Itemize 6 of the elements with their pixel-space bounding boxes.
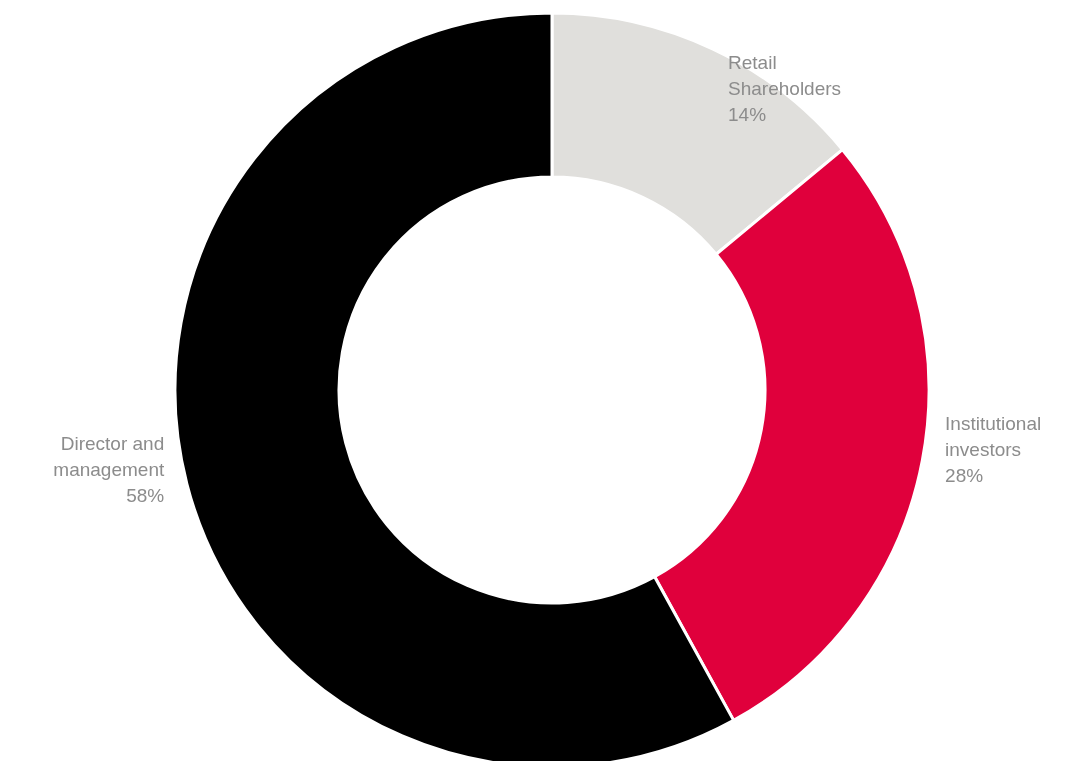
data-label: 58%: [126, 485, 165, 507]
slice-label: Director and management: [53, 433, 165, 481]
slice-label: Institutional investors: [945, 412, 1042, 460]
slice-label: Retail Shareholders: [728, 52, 842, 100]
data-label: 14%: [728, 104, 767, 126]
data-label: 28%: [945, 464, 984, 486]
